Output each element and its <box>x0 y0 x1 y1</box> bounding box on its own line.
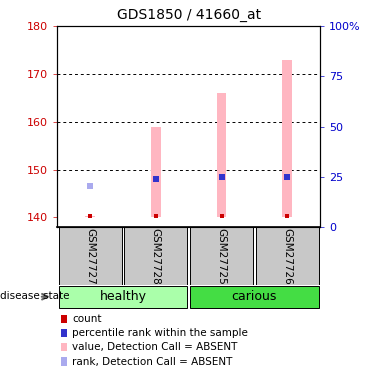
Text: GSM27725: GSM27725 <box>216 228 226 284</box>
Bar <box>216 93 226 218</box>
Text: disease state: disease state <box>0 291 70 301</box>
Bar <box>151 127 161 218</box>
Bar <box>190 286 319 308</box>
Text: GSM27728: GSM27728 <box>151 228 161 284</box>
Bar <box>190 227 253 285</box>
Text: GSM27726: GSM27726 <box>282 228 292 284</box>
Bar <box>85 216 95 217</box>
Bar <box>124 227 187 285</box>
Text: count: count <box>72 314 102 324</box>
Text: value, Detection Call = ABSENT: value, Detection Call = ABSENT <box>72 342 238 352</box>
Text: percentile rank within the sample: percentile rank within the sample <box>72 328 248 338</box>
Bar <box>256 227 319 285</box>
Bar <box>282 60 292 217</box>
Text: healthy: healthy <box>100 290 147 303</box>
Title: GDS1850 / 41660_at: GDS1850 / 41660_at <box>117 9 261 22</box>
Text: GSM27727: GSM27727 <box>85 228 95 284</box>
Text: carious: carious <box>232 290 277 303</box>
Text: rank, Detection Call = ABSENT: rank, Detection Call = ABSENT <box>72 357 233 366</box>
Bar <box>59 286 187 308</box>
Bar <box>59 227 122 285</box>
